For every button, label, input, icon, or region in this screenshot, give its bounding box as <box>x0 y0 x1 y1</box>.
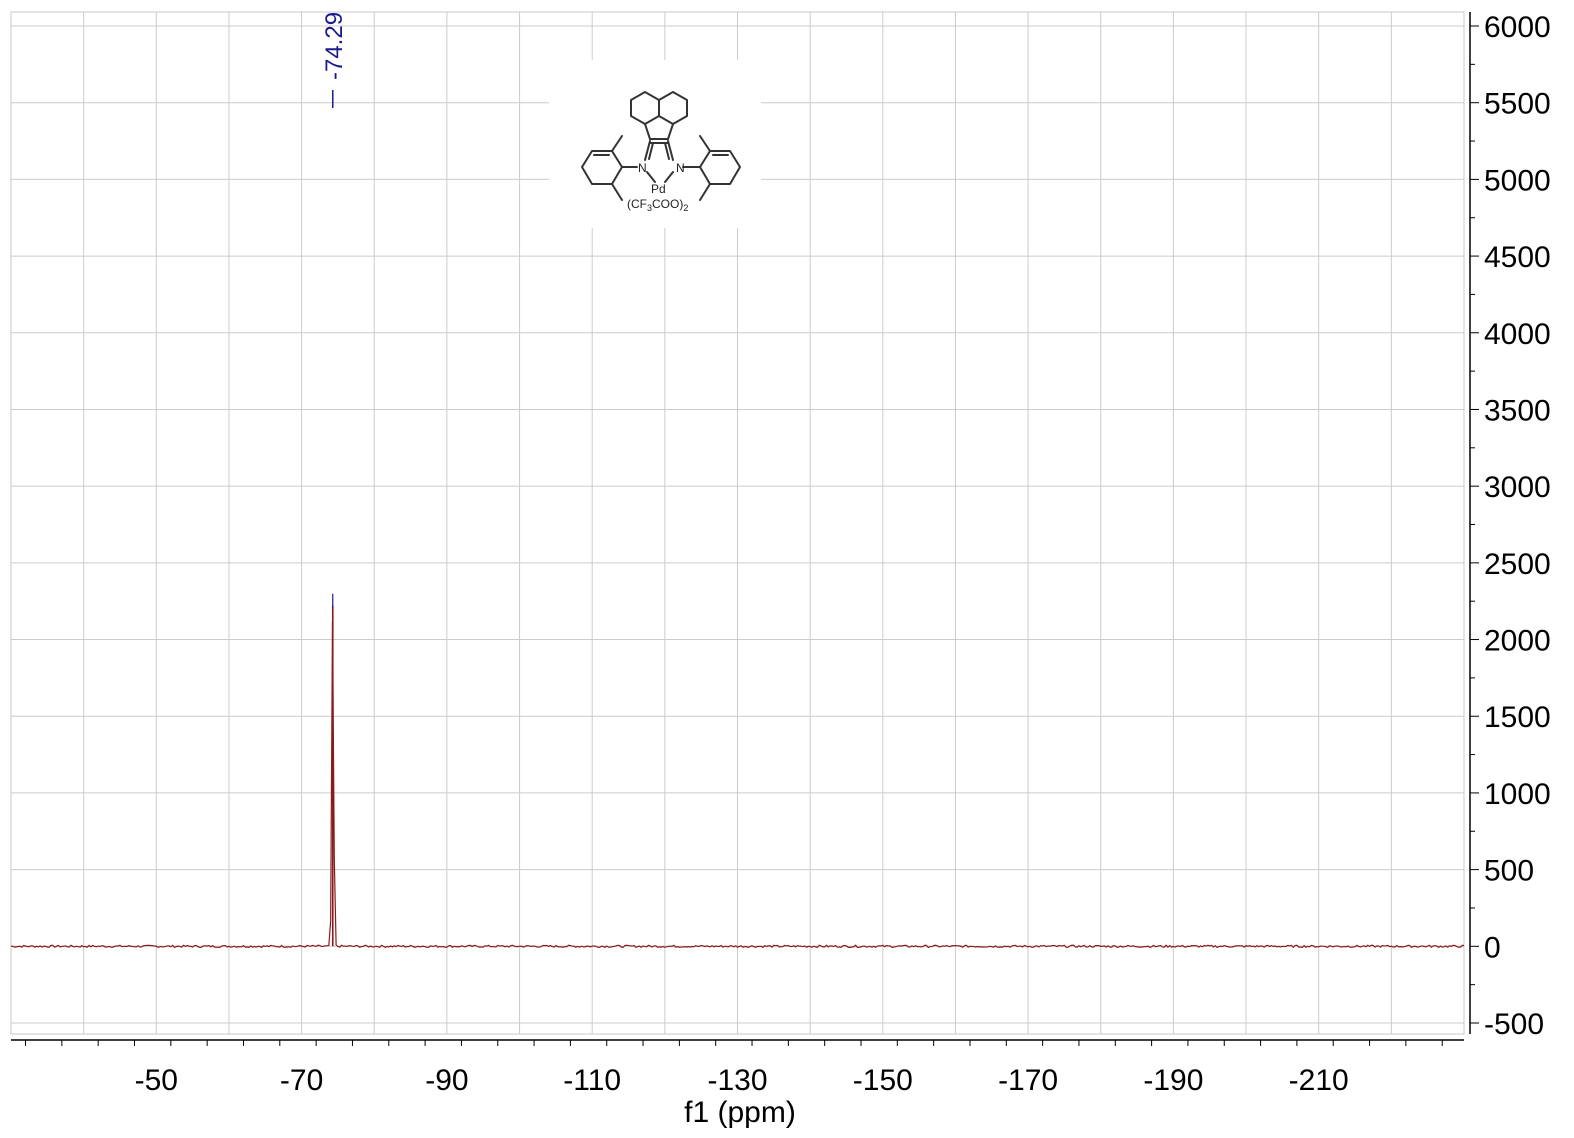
y-axis-tick-label: 2500 <box>1484 548 1551 581</box>
ligand-sub2: 2 <box>683 203 688 213</box>
y-axis-tick-label: 3000 <box>1484 471 1551 504</box>
x-axis-tick-label: -70 <box>280 1064 323 1097</box>
x-axis-tick-label: -150 <box>853 1064 913 1097</box>
structure-nitrogen-left: N <box>638 161 647 175</box>
y-axis: -500 0 500 1000 1500 2000 2500 3000 3500 4000 4500… <box>1469 11 1551 1041</box>
peak-annotations: -74.29 <box>321 12 348 608</box>
spectrum-line <box>10 621 1465 949</box>
y-axis-tick-label: 500 <box>1484 855 1534 888</box>
plot-frame <box>10 11 1465 1035</box>
ligand-sub3: 3 <box>647 203 652 213</box>
x-axis-title: f1 (ppm) <box>684 1096 796 1129</box>
spectrum-series <box>10 605 1465 949</box>
y-axis-tick-label: 6000 <box>1484 11 1551 44</box>
y-axis-tick-label: 4000 <box>1484 318 1551 351</box>
y-axis-tick-label: 5500 <box>1484 88 1551 121</box>
structure-metal-label: Pd <box>651 182 666 196</box>
y-axis-tick-label: 2000 <box>1484 625 1551 658</box>
y-axis-tick-label: 4500 <box>1484 241 1551 274</box>
structure-nitrogen-right: N <box>676 161 685 175</box>
y-axis-tick-label: 5000 <box>1484 164 1551 197</box>
y-axis-tick-label: 3500 <box>1484 394 1551 427</box>
ligand-coo: COO) <box>652 197 683 211</box>
x-axis: -50 -70 -90 -110 -130 -150 -170 -190 -210 <box>11 1039 1464 1097</box>
x-axis-tick-label: -210 <box>1289 1064 1349 1097</box>
peak-label-text: -74.29 <box>321 12 348 80</box>
x-axis-tick-label: -90 <box>425 1064 468 1097</box>
x-axis-tick-label: -170 <box>998 1064 1058 1097</box>
y-axis-tick-label: 0 <box>1484 931 1501 964</box>
x-axis-tick-label: -190 <box>1143 1064 1203 1097</box>
chemical-structure-inset: N N Pd (CF3COO)2 <box>549 60 761 228</box>
y-axis-tick-label: 1500 <box>1484 701 1551 734</box>
structure-ligand-label: (CF3COO)2 <box>627 197 688 213</box>
structure-drawing <box>581 91 741 201</box>
y-axis-tick-label: 1000 <box>1484 778 1551 811</box>
x-axis-tick-label: -50 <box>135 1064 178 1097</box>
x-axis-tick-label: -110 <box>563 1064 621 1097</box>
y-axis-tick-label: -500 <box>1484 1008 1544 1041</box>
ligand-cf: (CF <box>627 197 647 211</box>
x-axis-tick-label: -130 <box>707 1064 767 1097</box>
